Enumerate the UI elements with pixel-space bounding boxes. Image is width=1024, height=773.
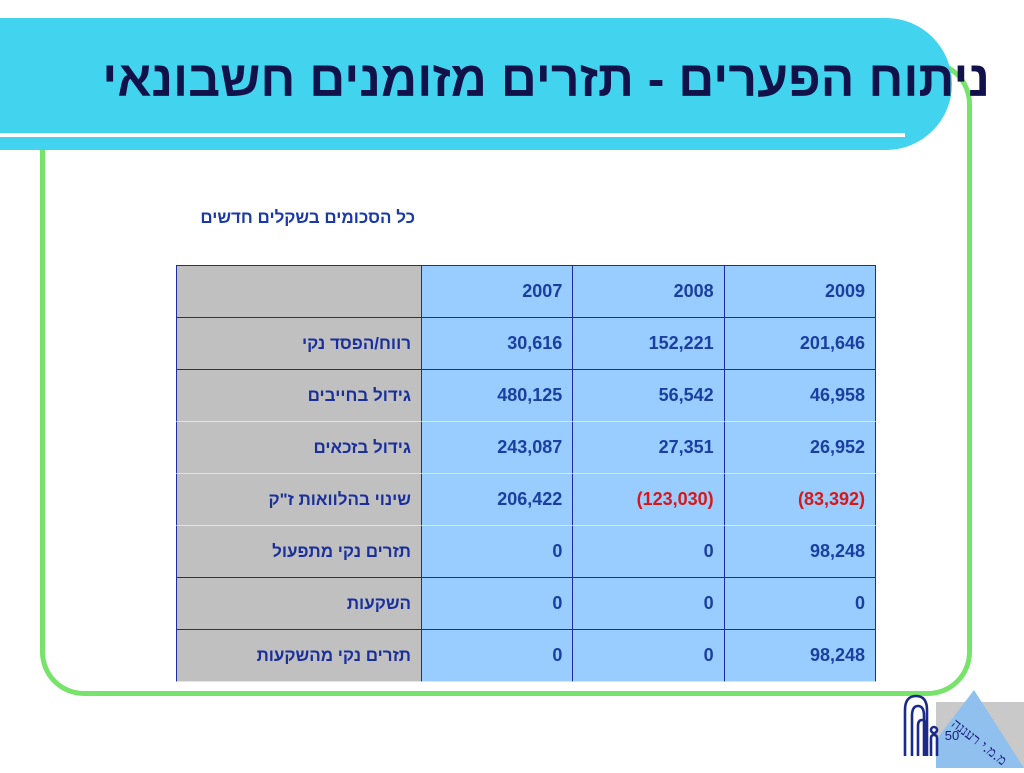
value-2008: 152,221: [572, 317, 725, 370]
value-2009: 98,248: [723, 525, 877, 578]
row-label: תזרים נקי מתפעול: [176, 525, 422, 578]
header-cell-2009: 2009: [723, 265, 877, 318]
table-header-row: 2007 2008 2009: [176, 265, 877, 318]
value-2007: 206,422: [420, 473, 574, 526]
row-label: השקעות: [176, 577, 422, 630]
value-2009: 201,646: [723, 317, 877, 370]
family-figures-icon: [903, 694, 939, 756]
value-2009: 98,248: [723, 629, 877, 682]
value-2009: 26,952: [723, 421, 877, 474]
slide-title: ניתוח הפערים - תזרים מזומנים חשבונאי: [102, 51, 990, 107]
table-row: תזרים נקי מהשקעות 0 0 98,248: [176, 629, 877, 682]
row-label: תזרים נקי מהשקעות: [176, 629, 422, 682]
table-row: תזרים נקי מתפעול 0 0 98,248: [176, 525, 877, 578]
value-2008: 0: [572, 525, 725, 578]
row-label: גידול בזכאים: [176, 421, 422, 474]
value-2007: 243,087: [420, 421, 574, 474]
table-row: השקעות 0 0 0: [176, 577, 877, 630]
header-cell-2008: 2008: [572, 265, 725, 318]
value-2007: 0: [420, 629, 574, 682]
row-label: שינוי בהלוואות ז"ק: [176, 473, 422, 526]
value-2007: 0: [420, 577, 574, 630]
title-band: [0, 18, 952, 150]
title-underline: [0, 133, 905, 137]
value-2007: 30,616: [420, 317, 574, 370]
cash-flow-table: 2007 2008 2009 רווח/הפסד נקי 30,616 152,…: [176, 265, 877, 682]
currency-note: כל הסכומים בשקלים חדשים: [200, 208, 415, 227]
table-row: גידול בחייבים 480,125 56,542 46,958: [176, 369, 877, 422]
logo-icon: [936, 690, 1024, 768]
value-2008-negative: (123,030): [572, 473, 725, 526]
value-2009: 46,958: [723, 369, 877, 422]
value-2007: 480,125: [420, 369, 574, 422]
header-cell-empty: [176, 265, 422, 318]
value-2007: 0: [420, 525, 574, 578]
row-label: גידול בחייבים: [176, 369, 422, 422]
value-2008: 27,351: [572, 421, 725, 474]
value-2009: 0: [723, 577, 877, 630]
table-row: שינוי בהלוואות ז"ק 206,422 (123,030) (83…: [176, 473, 877, 526]
value-2008: 0: [572, 577, 725, 630]
row-label: רווח/הפסד נקי: [176, 317, 422, 370]
value-2009-negative: (83,392): [723, 473, 877, 526]
table-row: גידול בזכאים 243,087 27,351 26,952: [176, 421, 877, 474]
value-2008: 56,542: [572, 369, 725, 422]
value-2008: 0: [572, 629, 725, 682]
table-row: רווח/הפסד נקי 30,616 152,221 201,646: [176, 317, 877, 370]
header-cell-2007: 2007: [420, 265, 574, 318]
page-number: 50: [944, 728, 960, 743]
